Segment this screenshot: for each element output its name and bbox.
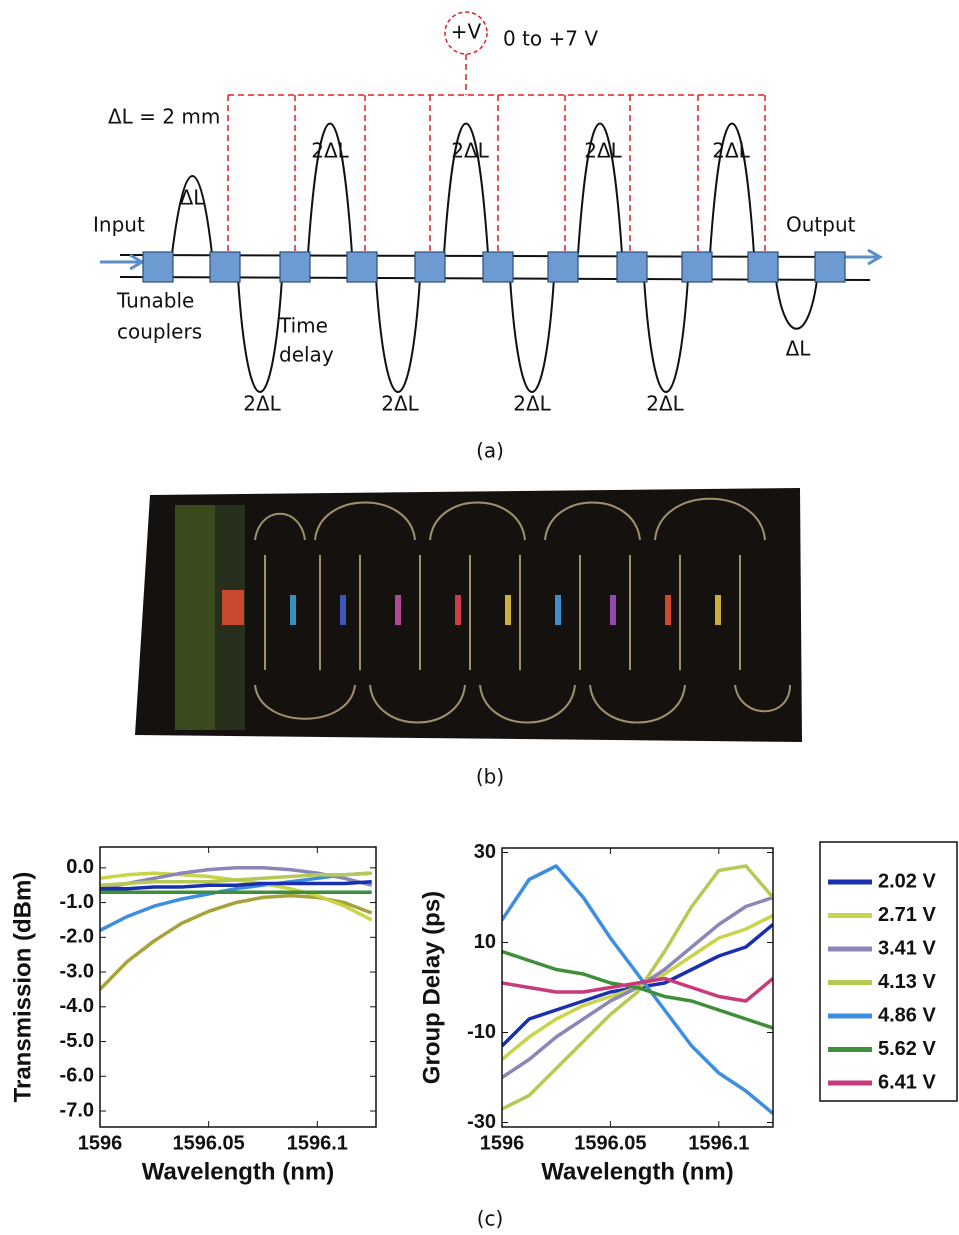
loop-label: 2ΔL	[381, 392, 419, 416]
x-tick-label: 1596.05	[173, 1132, 245, 1154]
data-line	[100, 871, 372, 932]
loops-top	[307, 122, 755, 255]
axes-frame	[501, 847, 774, 1128]
coupler-label: couplers	[117, 320, 202, 344]
y-tick-label: -6.0	[60, 1065, 94, 1087]
electrode-wires	[227, 54, 766, 255]
loop-label: 2ΔL	[584, 139, 622, 163]
loop	[171, 175, 213, 255]
x-tick-label: 1596.05	[574, 1132, 646, 1154]
length-label: ΔL = 2 mm	[108, 105, 220, 129]
legend-label: 6.41 V	[878, 1071, 936, 1093]
y-tick-label: -30	[467, 1111, 496, 1133]
data-line	[502, 864, 773, 1111]
y-tick-label: -1.0	[60, 891, 94, 913]
x-tick-label: 1596.1	[688, 1132, 749, 1154]
caption: (c)	[477, 1207, 504, 1231]
delay-label: delay	[279, 343, 334, 367]
legend-label: 5.62 V	[878, 1038, 936, 1060]
data-line	[100, 871, 372, 887]
voltage-range: 0 to +7 V	[503, 27, 598, 51]
output-arrow	[845, 248, 883, 266]
loop-label: 2ΔL	[712, 139, 750, 163]
chip-photo	[135, 488, 802, 742]
delay-label: Time	[278, 314, 328, 338]
voltage-source	[444, 11, 488, 55]
input-label: Input	[93, 213, 145, 237]
data-line	[502, 949, 773, 1030]
x-tick-label: 1596	[480, 1132, 525, 1154]
y-tick-label: -10	[467, 1021, 496, 1043]
data-line	[100, 879, 372, 891]
plot-area	[502, 864, 773, 1115]
y-axis-label: Group Delay (ps)	[418, 891, 445, 1084]
y-tick-label: -7.0	[60, 1099, 94, 1121]
coupler-label: Tunable	[116, 289, 194, 313]
legend-label: 4.13 V	[878, 971, 936, 993]
circuit-diagram	[100, 11, 883, 393]
x-axis-label: Wavelength (nm)	[541, 1158, 733, 1185]
loop-label: 2ΔL	[646, 392, 684, 416]
y-tick-label: 0.0	[66, 856, 94, 878]
caption: (a)	[476, 439, 504, 463]
axes-frame	[99, 846, 377, 1128]
x-axis-label: Wavelength (nm)	[142, 1158, 334, 1185]
caption: (b)	[476, 765, 504, 789]
y-tick-label: -2.0	[60, 926, 94, 948]
x-tick-label: 1596	[78, 1132, 123, 1154]
output-label: Output	[786, 213, 856, 237]
loop-label: ΔL	[180, 186, 206, 210]
legend-label: 2.02 V	[878, 870, 936, 892]
loop-label: 2ΔL	[513, 392, 551, 416]
loops-bottom	[237, 277, 818, 393]
loop-label: 2ΔL	[451, 139, 489, 163]
legend-label: 4.86 V	[878, 1004, 936, 1026]
couplers	[142, 251, 846, 283]
y-tick-label: -3.0	[60, 960, 94, 982]
legend-label: 2.71 V	[878, 904, 936, 926]
loop-label: ΔL	[786, 337, 812, 361]
legend-box	[819, 841, 958, 1102]
voltage-label: +V	[451, 20, 482, 44]
loop-label: 2ΔL	[311, 139, 349, 163]
legend-label: 3.41 V	[878, 937, 936, 959]
y-tick-label: -4.0	[60, 995, 94, 1017]
y-tick-label: 10	[474, 931, 496, 953]
plot-area	[100, 866, 373, 991]
loop-label: 2ΔL	[243, 392, 281, 416]
x-tick-label: 1596.1	[287, 1132, 348, 1154]
data-line	[502, 976, 773, 1003]
input-arrow	[100, 253, 145, 271]
y-tick-label: 30	[474, 841, 496, 863]
y-tick-label: -5.0	[60, 1030, 94, 1052]
data-line	[502, 864, 773, 1115]
y-axis-label: Transmission (dBm)	[9, 872, 36, 1103]
